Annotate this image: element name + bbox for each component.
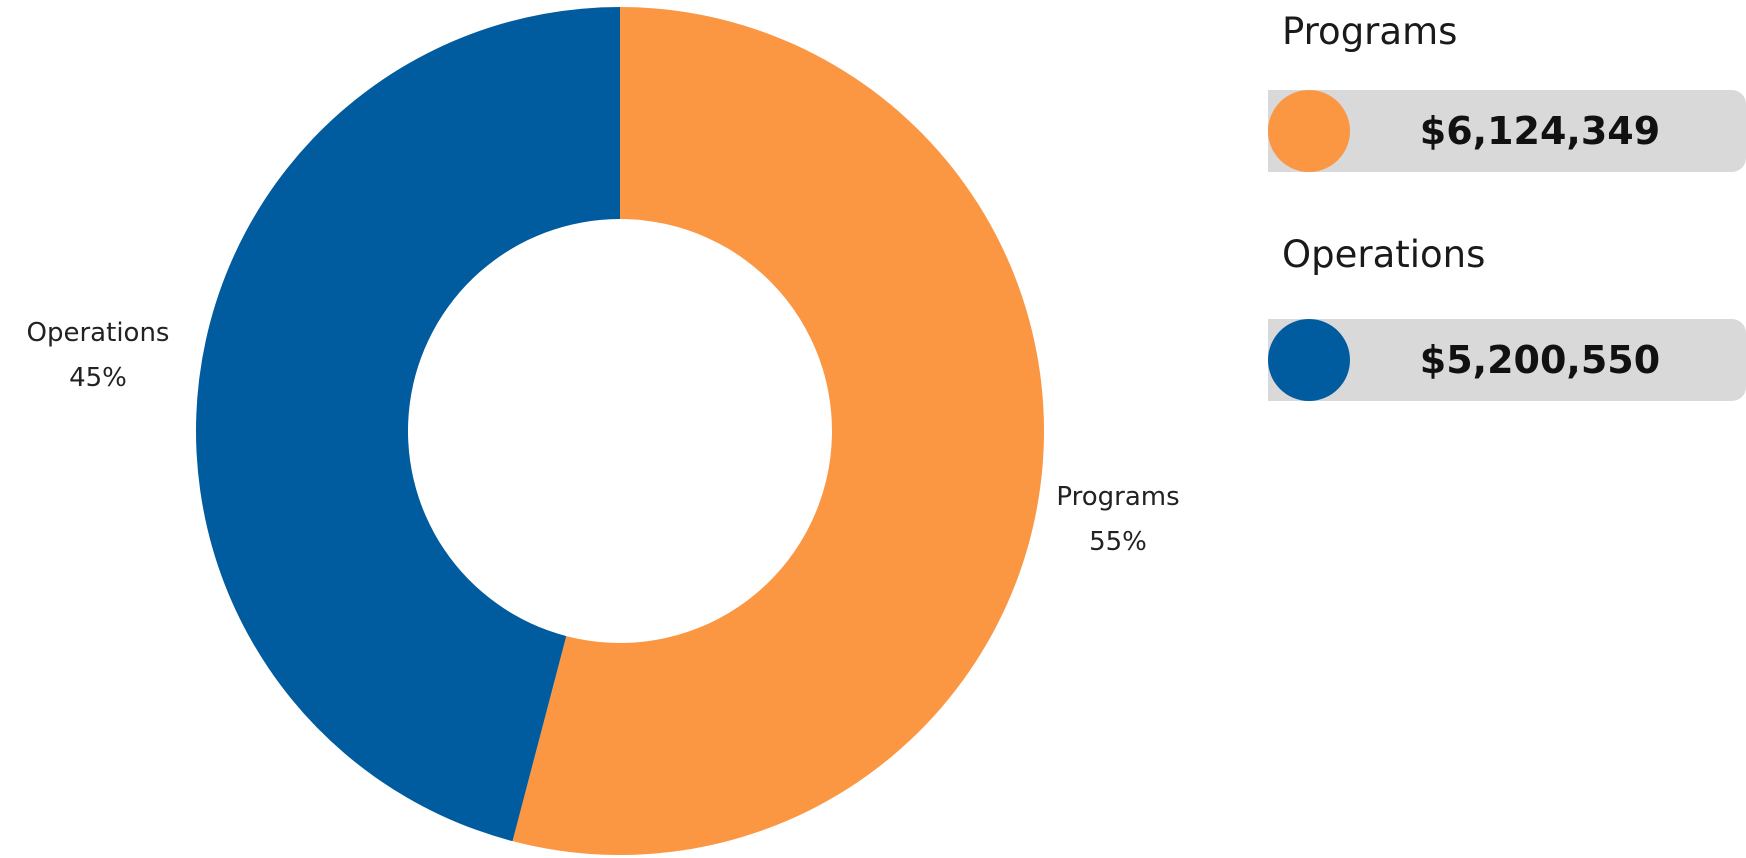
operations-slice-label: Operations [27,318,170,348]
operations-color-dot [1268,319,1350,401]
operations-slice-percent: 45% [69,363,127,393]
programs-slice-label: Programs [1056,482,1179,512]
legend-title-programs: Programs [1282,10,1458,53]
legend-item-programs: $6,124,349 [1268,90,1746,172]
legend-title-operations: Operations [1282,233,1486,276]
programs-slice-percent: 55% [1089,527,1147,557]
programs-slice [512,7,1044,855]
legend-item-operations: $5,200,550 [1268,319,1746,401]
operations-slice [195,7,620,842]
programs-color-dot [1268,90,1350,172]
legend-amount-operations: $5,200,550 [1419,338,1661,382]
legend-amount-programs: $6,124,349 [1419,109,1661,153]
